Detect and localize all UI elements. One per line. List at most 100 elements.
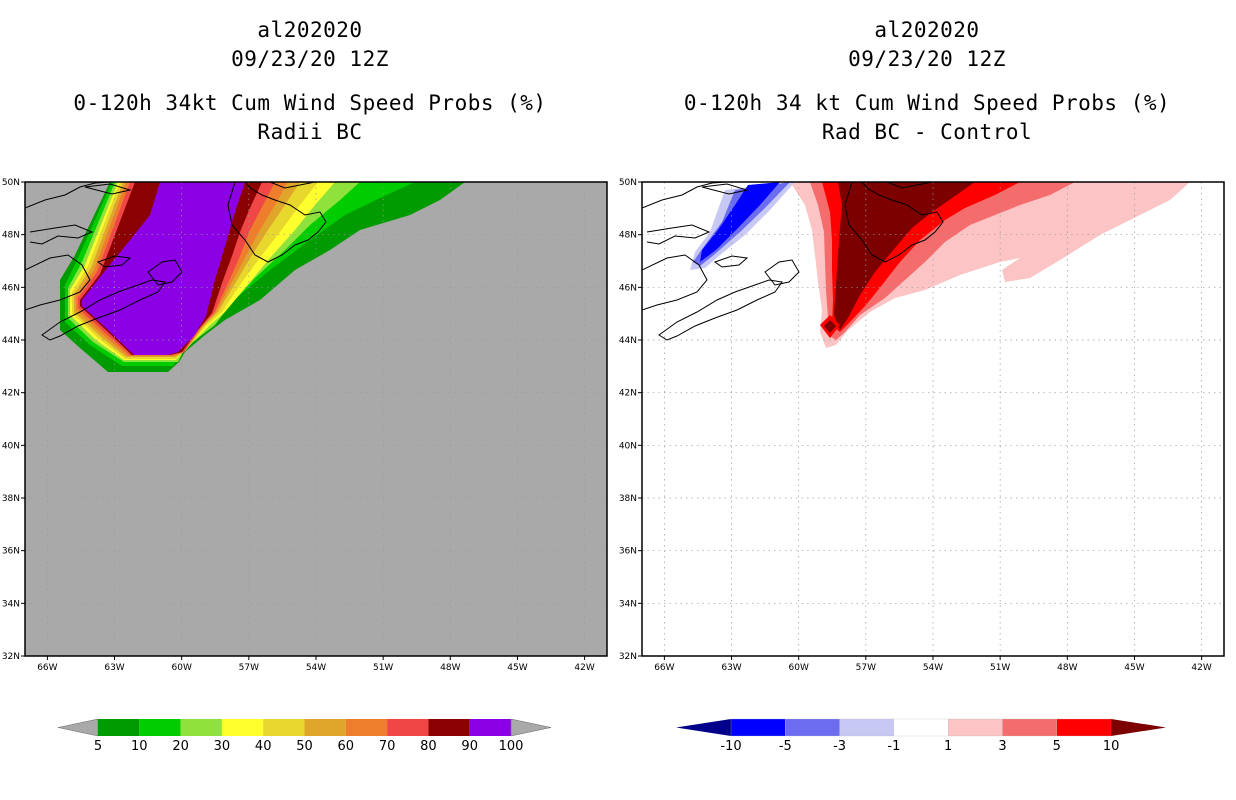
left-colorbar-swatch <box>469 719 511 736</box>
left-colorbar-swatch <box>387 719 429 736</box>
right-y-tick-label: 36N <box>619 547 637 557</box>
right-colorbar-swatch <box>893 718 949 737</box>
left-colorbar-label: 30 <box>214 739 231 754</box>
left-colorbar-swatch <box>428 719 470 736</box>
left-y-ticks: 32N 34N 36N 38N 40N 42N 44N 46N 48N 50N <box>2 178 25 662</box>
right-colorbar-swatch <box>785 718 840 737</box>
right-x-tick-label: 57W <box>856 663 876 673</box>
left-title-date: 09/23/20 12Z <box>231 47 389 71</box>
left-map-panel: 66W 63W 60W 57W 54W 51W 48W 45W 42W 32N 34N 36N 38N… <box>2 178 608 673</box>
left-colorbar-swatch <box>345 719 388 736</box>
right-band-10 <box>834 182 975 330</box>
right-x-tick-label: 45W <box>1124 663 1144 673</box>
left-y-tick-label: 36N <box>2 547 20 557</box>
left-y-tick-label: 48N <box>2 231 20 241</box>
left-prob-field <box>60 182 465 372</box>
right-coastlines <box>642 182 944 341</box>
right-colorbar-label: 1 <box>944 739 952 754</box>
left-title-product: 0-120h 34kt Cum Wind Speed Probs (%) <box>73 91 547 115</box>
left-colorbar-swatch <box>180 719 222 736</box>
right-colorbar: -10 -5 -3 -1 1 3 5 10 <box>676 718 1167 754</box>
left-grid <box>25 182 607 656</box>
right-y-tick-label: 44N <box>619 336 637 346</box>
right-coast-quebec <box>642 182 728 209</box>
right-coast-anticosti <box>701 183 749 195</box>
left-colorbar: 5 10 20 30 40 50 60 70 80 90 100 <box>57 718 552 754</box>
right-x-tick-label: 63W <box>721 663 741 673</box>
left-title-run: Radii BC <box>257 120 363 144</box>
left-y-tick-label: 38N <box>2 494 20 504</box>
left-x-tick-label: 60W <box>172 663 192 673</box>
left-colorbar-low-arrow <box>57 718 99 737</box>
right-colorbar-label: -1 <box>887 739 900 754</box>
left-coastlines <box>25 182 327 341</box>
left-title-storm: al202020 <box>257 18 363 42</box>
right-colorbar-label: 10 <box>1103 739 1120 754</box>
right-colorbar-low-arrow <box>676 719 731 736</box>
right-coast-newfoundland <box>844 182 944 263</box>
left-coast-quebec <box>25 182 111 209</box>
left-x-tick-label: 42W <box>574 663 594 673</box>
right-y-tick-label: 38N <box>619 494 637 504</box>
right-colorbar-swatch <box>948 718 1003 737</box>
right-coast-novascotia <box>658 279 783 341</box>
right-colorbar-label: 3 <box>998 739 1006 754</box>
right-colorbar-swatch <box>839 718 895 737</box>
right-colorbar-label: -3 <box>833 739 846 754</box>
right-y-tick-label: 42N <box>619 389 637 399</box>
right-colorbar-swatch <box>1056 718 1112 737</box>
left-x-tick-label: 63W <box>104 663 124 673</box>
right-grid <box>642 182 1224 656</box>
left-colorbar-label: 100 <box>499 739 524 754</box>
left-colorbar-high-arrow <box>510 718 552 737</box>
left-x-tick-label: 51W <box>373 663 393 673</box>
left-coast-capebreton <box>147 259 183 286</box>
right-colorbar-high-arrow <box>1111 719 1167 736</box>
left-colorbar-swatch <box>263 719 305 736</box>
left-x-tick-label: 54W <box>306 663 326 673</box>
left-colorbar-swatch <box>98 719 140 736</box>
right-x-ticks: 66W 63W 60W 57W 54W 51W 48W 45W 42W <box>654 656 1212 673</box>
right-diff-field <box>690 182 1190 348</box>
right-x-tick-label: 60W <box>789 663 809 673</box>
left-colorbar-label: 90 <box>461 739 478 754</box>
left-y-tick-label: 34N <box>2 599 20 609</box>
left-colorbar-label: 5 <box>94 739 102 754</box>
right-map-panel: 66W 63W 60W 57W 54W 51W 48W 45W 42W 32N 34N 36N 38N… <box>619 178 1225 673</box>
left-coast-newfoundland <box>227 182 327 263</box>
left-colorbar-label: 20 <box>172 739 189 754</box>
right-y-ticks: 32N 34N 36N 38N 40N 42N 44N 46N 48N 50N <box>619 178 642 662</box>
left-y-tick-label: 40N <box>2 441 20 451</box>
right-colorbar-swatch <box>730 718 786 737</box>
right-x-tick-label: 48W <box>1057 663 1077 673</box>
left-band-90 <box>82 182 245 355</box>
left-coast-novascotia <box>41 279 166 341</box>
right-x-tick-label: 51W <box>990 663 1010 673</box>
right-colorbar-label: -10 <box>720 739 741 754</box>
right-title-run: Rad BC - Control <box>821 120 1033 144</box>
right-y-tick-label: 50N <box>619 178 637 188</box>
right-coast-labrador <box>886 182 933 189</box>
right-x-tick-label: 54W <box>923 663 943 673</box>
left-colorbar-swatch <box>304 719 346 736</box>
left-colorbar-label: 60 <box>338 739 355 754</box>
left-x-tick-label: 57W <box>239 663 259 673</box>
left-y-tick-label: 50N <box>2 178 20 188</box>
left-x-ticks: 66W 63W 60W 57W 54W 51W 48W 45W 42W <box>37 656 595 673</box>
right-colorbar-label: -5 <box>779 739 792 754</box>
left-coast-anticosti <box>84 183 132 195</box>
right-y-tick-label: 32N <box>619 652 637 662</box>
right-coast-capebreton <box>764 259 800 286</box>
right-max-marker-core <box>824 320 836 333</box>
left-colorbar-label: 70 <box>379 739 396 754</box>
left-x-tick-label: 45W <box>507 663 527 673</box>
right-colorbar-swatch <box>1002 718 1057 737</box>
left-y-tick-label: 42N <box>2 389 20 399</box>
right-y-tick-label: 48N <box>619 231 637 241</box>
left-colorbar-swatch <box>139 719 181 736</box>
left-colorbar-label: 50 <box>296 739 313 754</box>
left-x-tick-label: 66W <box>37 663 57 673</box>
right-y-tick-label: 46N <box>619 283 637 293</box>
right-title-storm: al202020 <box>874 18 980 42</box>
